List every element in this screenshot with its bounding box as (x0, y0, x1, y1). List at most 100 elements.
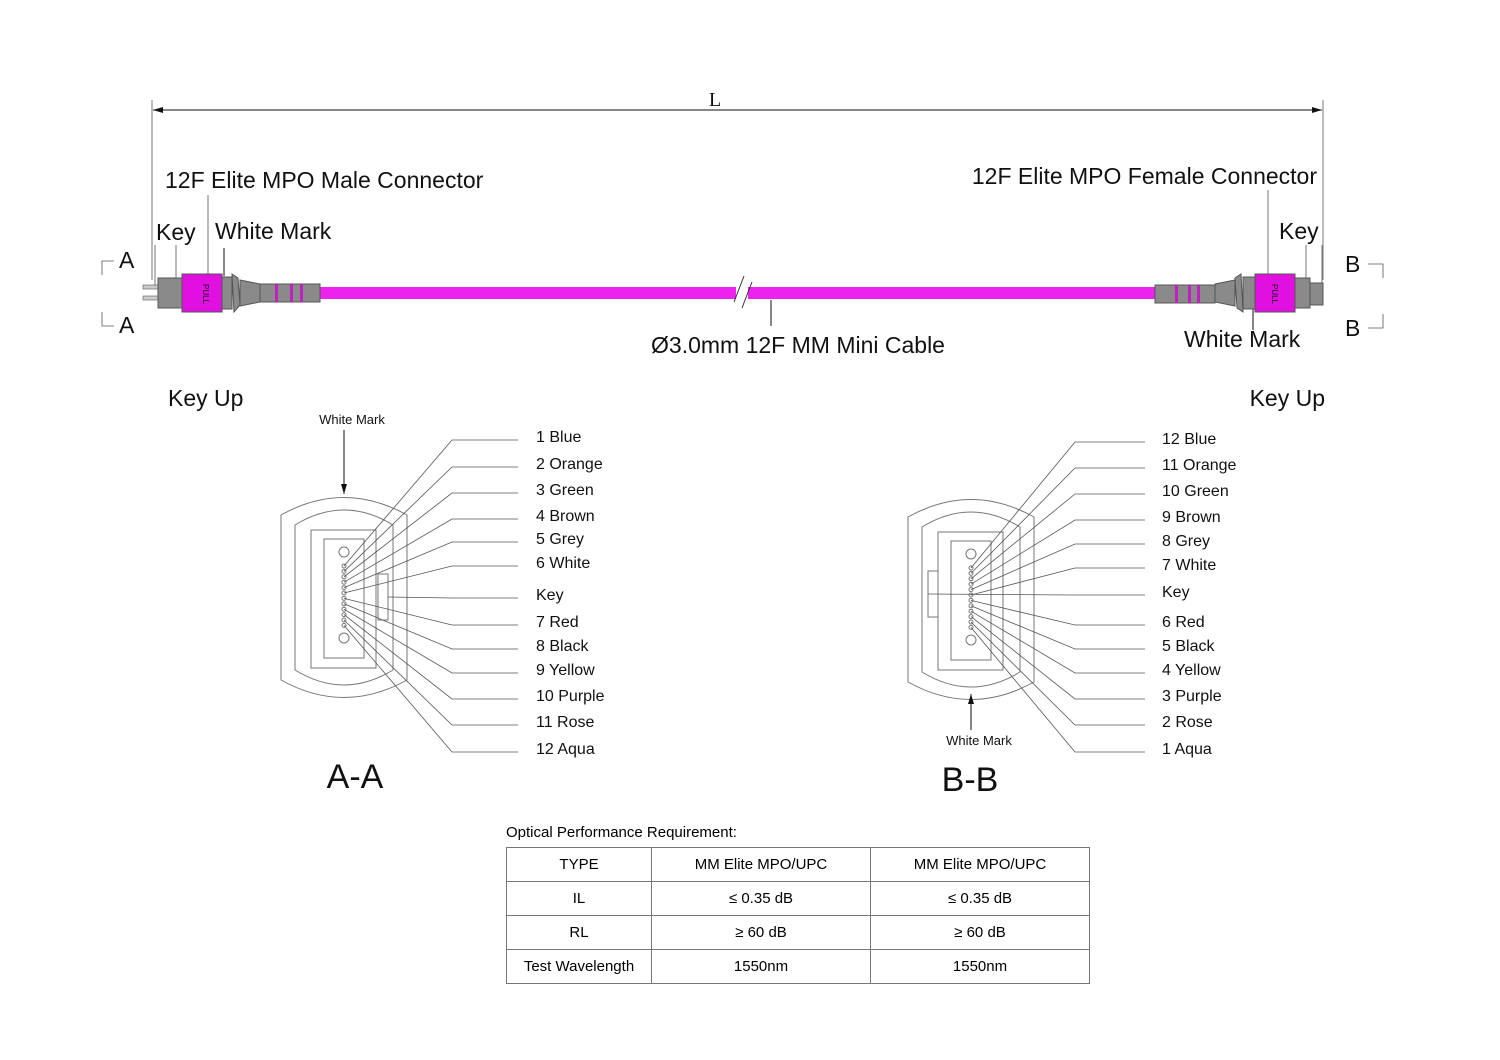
leader-line (343, 619, 518, 726)
leader-line (970, 567, 1145, 596)
table-row: RL ≥ 60 dB ≥ 60 dB (506, 915, 1090, 950)
fiber-label: 10 Green (1162, 483, 1229, 500)
fiber-position (968, 608, 974, 614)
section-b-marker: B B (1345, 251, 1384, 341)
fiber-position (341, 606, 347, 612)
leader-line (343, 614, 518, 700)
view-b-b: Key Up White Mark 12 Blue 11 Orange 10 Gre… (907, 385, 1325, 799)
leader-line (343, 439, 518, 567)
leader-line (343, 518, 518, 583)
leader-line (970, 621, 1145, 726)
fiber-label: 8 Grey (1162, 533, 1210, 550)
svg-text:PULL: PULL (1270, 284, 1279, 305)
fiber-label: 2 Orange (536, 456, 603, 473)
table-row: IL ≤ 0.35 dB ≤ 0.35 dB (506, 881, 1090, 916)
table-cell: ≤ 0.35 dB (651, 881, 871, 916)
fiber-position (341, 574, 347, 580)
left-key-label: Key (156, 219, 196, 245)
fiber-label: 3 Green (536, 482, 594, 499)
section-title-a: A-A (327, 758, 384, 796)
fiber-position (341, 601, 347, 607)
cable-label: Ø3.0mm 12F MM Mini Cable (651, 332, 945, 358)
female-connector-title: 12F Elite MPO Female Connector (972, 163, 1317, 189)
table-cell: ≥ 60 dB (870, 915, 1090, 950)
female-connector: PULL (1154, 273, 1324, 313)
fiber-label: 2 Rose (1162, 714, 1213, 731)
fiber-position (341, 563, 347, 569)
left-white-mark-label: White Mark (215, 218, 332, 244)
fiber-label: Key (1162, 584, 1190, 601)
fiber-position (341, 590, 347, 596)
fiber-position (341, 579, 347, 585)
performance-table: TYPE MM Elite MPO/UPC MM Elite MPO/UPC IL ≤ … (506, 847, 1090, 984)
fiber-label: 4 Brown (536, 508, 595, 525)
fiber-position (968, 619, 974, 625)
leader-line (970, 493, 1145, 580)
length-label: L (709, 89, 721, 111)
fiber-label: 1 Blue (536, 429, 581, 446)
performance-caption: Optical Performance Requirement: (506, 824, 737, 841)
svg-text:B: B (1345, 251, 1360, 277)
table-cell: MM Elite MPO/UPC (651, 847, 871, 882)
fiber-label: 4 Yellow (1162, 662, 1221, 679)
fiber-position (341, 622, 347, 628)
svg-text:A: A (119, 247, 135, 273)
fiber-label: 9 Yellow (536, 662, 595, 679)
table-cell: MM Elite MPO/UPC (870, 847, 1090, 882)
leader-line (343, 565, 518, 594)
fiber-label: 7 Red (536, 614, 579, 631)
table-cell: ≥ 60 dB (651, 915, 871, 950)
leader-line (970, 467, 1145, 574)
leader-line (970, 605, 1145, 650)
fiber-position (341, 585, 347, 591)
leader-line (927, 593, 1145, 596)
table-row: Test Wavelength 1550nm 1550nm (506, 949, 1090, 984)
length-dimension: L (151, 89, 1324, 280)
white-mark-label-a: White Mark (319, 412, 385, 427)
leader-line (970, 519, 1145, 585)
svg-text:A: A (119, 312, 135, 338)
fiber-label: 12 Aqua (536, 741, 595, 758)
leader-line (970, 627, 1145, 753)
male-connector-title: 12F Elite MPO Male Connector (165, 167, 484, 193)
leader-line (970, 543, 1145, 590)
leader-line (343, 608, 518, 674)
right-white-mark-label: White Mark (1184, 326, 1301, 352)
fiber-position (968, 576, 974, 582)
fiber-position (968, 603, 974, 609)
section-a-marker: A A (101, 247, 135, 338)
fiber-position (341, 612, 347, 618)
leader-line (970, 610, 1145, 674)
fiber-label: 6 Red (1162, 614, 1205, 631)
leader-line (970, 616, 1145, 700)
view-a-a: Key Up White Mark 1 Blue 2 Orange 3 Green 4… (168, 385, 605, 796)
fiber-label: 9 Brown (1162, 509, 1221, 526)
key-up-label-a: Key Up (168, 385, 243, 411)
table-cell: 1550nm (870, 949, 1090, 984)
leader-line (343, 625, 518, 753)
fiber-position (968, 565, 974, 571)
svg-text:PULL: PULL (201, 284, 210, 305)
fiber-position (968, 570, 974, 576)
fiber-position (968, 581, 974, 587)
fiber-label: 7 White (1162, 557, 1216, 574)
fiber-label: 10 Purple (536, 688, 605, 705)
table-cell: TYPE (506, 847, 652, 882)
table-cell: ≤ 0.35 dB (870, 881, 1090, 916)
fiber-position (341, 595, 347, 601)
table-cell: 1550nm (651, 949, 871, 984)
male-connector: PULL (142, 273, 321, 314)
leader-line (343, 466, 518, 572)
fiber-label: 8 Black (536, 638, 589, 655)
fiber-label: 1 Aqua (1162, 741, 1212, 758)
fiber-position (968, 614, 974, 620)
leader-line (343, 598, 518, 626)
fiber-label: 5 Grey (536, 531, 584, 548)
fiber-label: Key (536, 587, 564, 604)
leader-line (970, 600, 1145, 626)
fiber-position (341, 568, 347, 574)
section-title-b: B-B (942, 761, 999, 799)
leader-line (970, 441, 1145, 569)
table-cell: Test Wavelength (506, 949, 652, 984)
